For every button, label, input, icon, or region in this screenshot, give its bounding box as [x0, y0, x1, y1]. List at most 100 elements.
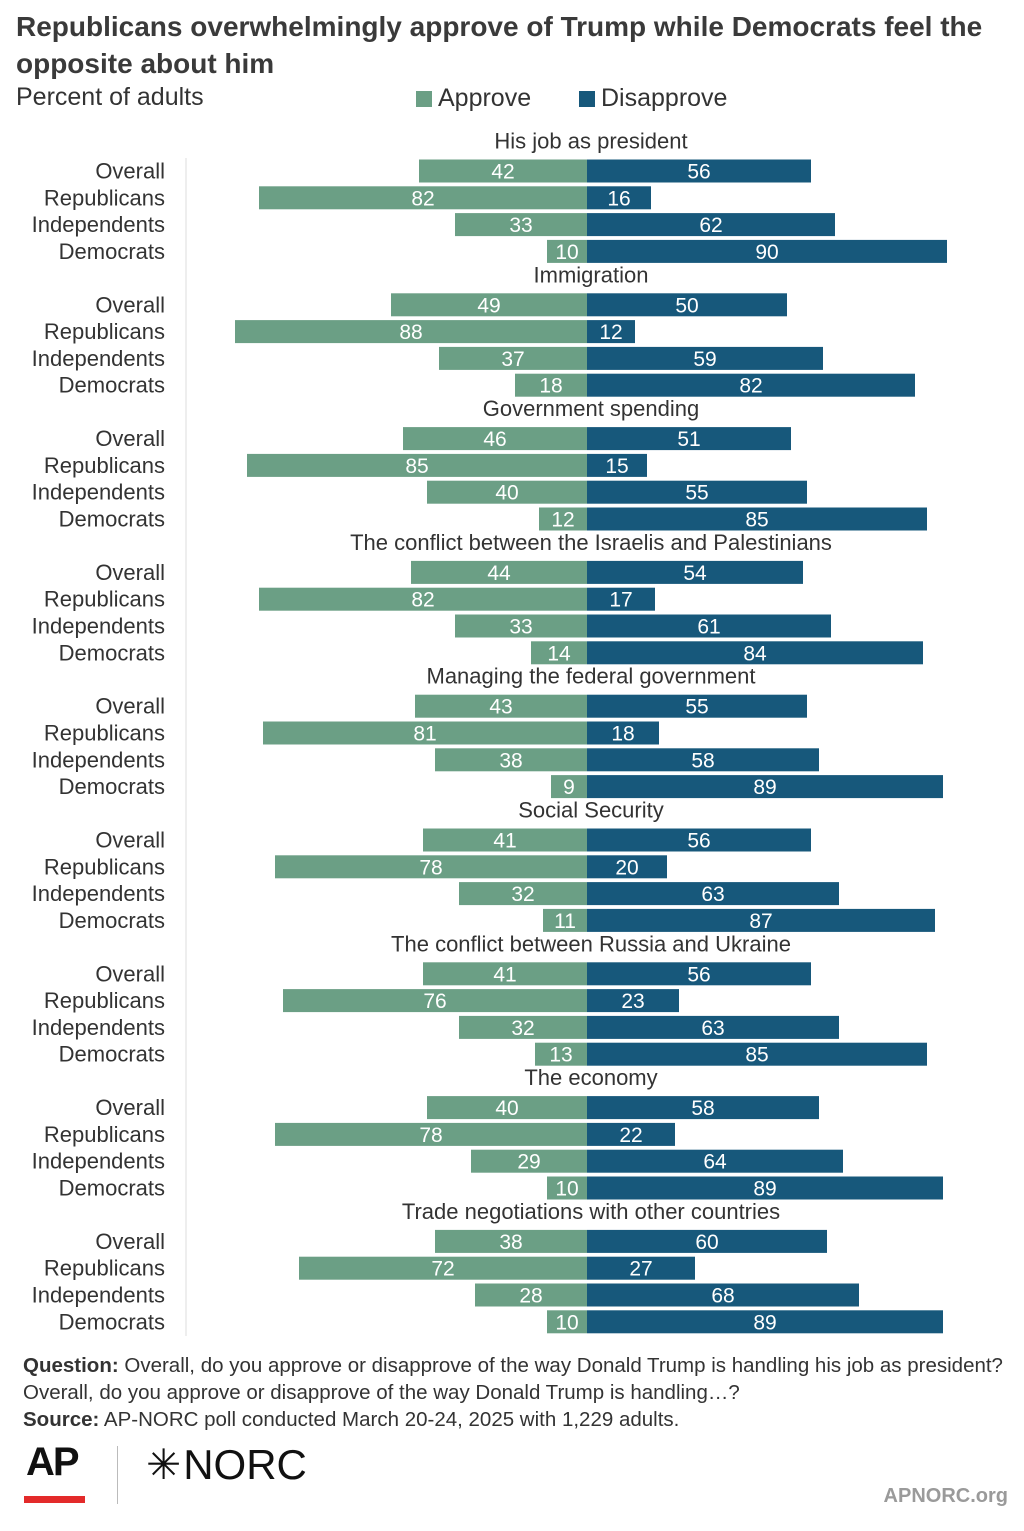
category-label: Overall — [95, 694, 165, 719]
disapprove-bar — [587, 159, 811, 183]
category-label: Republicans — [44, 854, 165, 879]
disapprove-bar — [587, 320, 635, 344]
disapprove-bar — [587, 427, 791, 451]
category-label: Overall — [95, 426, 165, 451]
approve-bar — [283, 989, 587, 1013]
approve-bar — [259, 587, 587, 611]
group-title: Trade negotiations with other countries — [402, 1199, 780, 1224]
approve-value-label: 11 — [554, 910, 576, 933]
approve-value-label: 10 — [555, 241, 578, 264]
disapprove-value-label: 27 — [629, 1258, 652, 1281]
disapprove-bar — [587, 1015, 839, 1039]
approve-value-label: 32 — [511, 1017, 534, 1040]
approve-value-label: 9 — [563, 776, 575, 799]
approve-value-label: 32 — [511, 883, 534, 906]
approve-value-label: 28 — [519, 1285, 542, 1308]
diverging-bar-chart: His job as president Overall 42 56 Republica… — [32, 129, 947, 1336]
disapprove-bar — [587, 373, 915, 397]
approve-bar — [547, 1176, 587, 1200]
category-label: Independents — [32, 747, 165, 772]
approve-bar — [235, 320, 587, 344]
category-label: Democrats — [59, 1176, 165, 1201]
disapprove-value-label: 89 — [753, 1311, 776, 1334]
disapprove-bar — [587, 239, 947, 263]
source-note: Source: AP-NORC poll conducted March 20-… — [23, 1406, 1003, 1433]
norc-logo-text: NORC — [183, 1441, 307, 1488]
disapprove-value-label: 55 — [685, 696, 708, 719]
disapprove-bar — [587, 1176, 943, 1200]
approve-bar — [419, 159, 587, 183]
ap-logo: AP — [26, 1440, 80, 1484]
category-label: Overall — [95, 1095, 165, 1120]
category-label: Democrats — [59, 774, 165, 799]
category-label: Republicans — [44, 988, 165, 1013]
approve-value-label: 44 — [487, 562, 511, 585]
approve-bar — [411, 560, 587, 584]
disapprove-bar — [587, 186, 651, 210]
category-label: Independents — [32, 1283, 165, 1308]
question-note: Question: Overall, do you approve or dis… — [23, 1352, 1003, 1406]
category-label: Overall — [95, 1229, 165, 1254]
norc-star-icon: ✳ — [146, 1441, 182, 1488]
category-label: Democrats — [59, 239, 165, 264]
disapprove-bar — [587, 453, 647, 477]
approve-value-label: 40 — [495, 1097, 518, 1120]
approve-value-label: 18 — [539, 375, 562, 398]
disapprove-value-label: 50 — [675, 294, 698, 317]
category-label: Overall — [95, 828, 165, 853]
disapprove-bar — [587, 1229, 827, 1253]
approve-value-label: 76 — [423, 990, 446, 1013]
source-text: AP-NORC poll conducted March 20-24, 2025… — [103, 1408, 680, 1431]
approve-value-label: 38 — [499, 1231, 522, 1254]
legend-item-approve: Approve — [416, 84, 531, 113]
approve-bar — [455, 213, 587, 237]
disapprove-value-label: 58 — [691, 749, 714, 772]
approve-bar — [459, 1015, 587, 1039]
disapprove-value-label: 62 — [699, 214, 722, 237]
question-text: Overall, do you approve or disapprove of… — [23, 1354, 1003, 1404]
disapprove-bar — [587, 828, 811, 852]
disapprove-value-label: 89 — [753, 776, 776, 799]
ap-logo-bar — [24, 1496, 85, 1503]
approve-value-label: 88 — [399, 321, 422, 344]
source-label: Source: — [23, 1408, 100, 1431]
approve-value-label: 43 — [489, 696, 512, 719]
category-label: Republicans — [44, 1122, 165, 1147]
category-label: Republicans — [44, 319, 165, 344]
disapprove-value-label: 63 — [701, 883, 724, 906]
disapprove-value-label: 20 — [615, 856, 638, 879]
approve-bar — [403, 427, 587, 451]
approve-bar — [391, 293, 587, 317]
disapprove-value-label: 82 — [739, 375, 762, 398]
disapprove-bar — [587, 614, 831, 638]
disapprove-bar — [587, 748, 819, 772]
approve-bar — [435, 1229, 587, 1253]
approve-bar — [539, 507, 587, 531]
approve-bar — [299, 1256, 587, 1280]
disapprove-value-label: 64 — [703, 1151, 727, 1174]
legend-item-disapprove: Disapprove — [579, 84, 727, 113]
disapprove-bar — [587, 641, 923, 665]
disapprove-bar — [587, 989, 679, 1013]
category-label: Republicans — [44, 721, 165, 746]
legend-label-approve: Approve — [438, 84, 532, 112]
disapprove-value-label: 54 — [683, 562, 707, 585]
legend-swatch-approve — [416, 90, 432, 107]
category-label: Democrats — [59, 373, 165, 398]
chart-footer: Question: Overall, do you approve or dis… — [23, 1352, 1003, 1433]
approve-bar — [263, 721, 587, 745]
approve-value-label: 10 — [555, 1311, 578, 1334]
legend-label-disapprove: Disapprove — [601, 84, 728, 112]
disapprove-value-label: 23 — [621, 990, 644, 1013]
approve-bar — [415, 694, 587, 718]
approve-bar — [459, 882, 587, 906]
disapprove-bar — [587, 213, 835, 237]
disapprove-bar — [587, 855, 667, 879]
approve-bar — [439, 346, 587, 370]
disapprove-value-label: 56 — [687, 830, 710, 853]
approve-bar — [427, 1096, 587, 1120]
question-label: Question: — [23, 1354, 119, 1377]
category-label: Republicans — [44, 453, 165, 478]
logo-divider — [117, 1446, 118, 1504]
group-title: His job as president — [494, 129, 687, 154]
